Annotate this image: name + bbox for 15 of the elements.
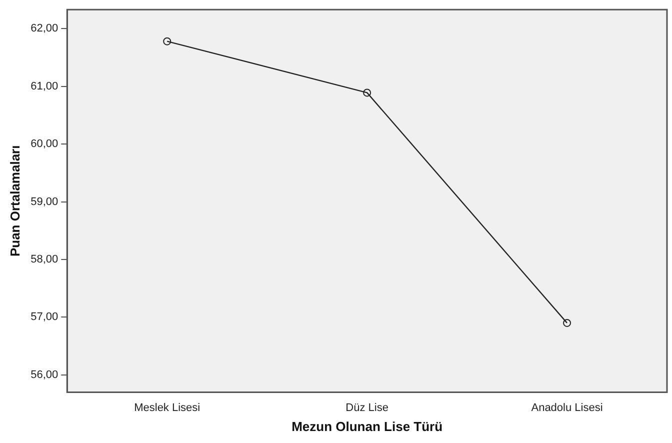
y-tick-label: 59,00 bbox=[30, 196, 58, 208]
x-tick-label: Düz Lise bbox=[346, 402, 388, 414]
point bbox=[563, 318, 572, 327]
y-tick-label: 56,00 bbox=[30, 368, 58, 381]
y-tick-label: 58,00 bbox=[30, 254, 58, 266]
point bbox=[363, 88, 372, 97]
y-tick-label: 62,00 bbox=[30, 22, 58, 35]
point bbox=[163, 37, 172, 46]
y-axis-title: Puan Ortalamaları bbox=[7, 145, 22, 257]
x-tick-label: Meslek Lisesi bbox=[134, 402, 200, 414]
y-tick-label: 60,00 bbox=[30, 138, 58, 150]
x-tick-label: Anadolu Lisesi bbox=[531, 402, 603, 414]
x-axis-title: Mezun Olunan Lise Türü bbox=[292, 418, 443, 434]
y-tick-label: 61,00 bbox=[30, 80, 58, 92]
y-tick-label: 57,00 bbox=[30, 311, 58, 324]
